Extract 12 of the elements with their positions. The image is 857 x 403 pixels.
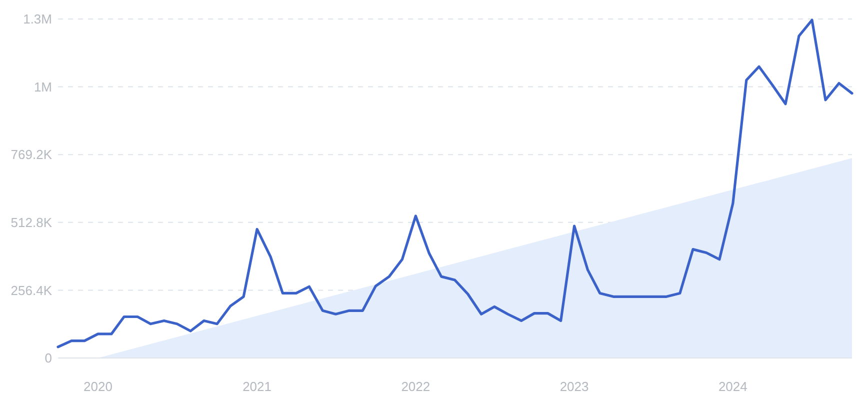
x-tick-label: 2022 xyxy=(401,379,430,394)
line-series xyxy=(56,18,854,348)
x-tick-label: 2023 xyxy=(560,379,589,394)
x-tick-label: 2020 xyxy=(84,379,112,394)
x-tick-label: 2024 xyxy=(718,379,748,394)
y-tick-label: 256.4K xyxy=(10,282,52,298)
y-tick-label: 1.3M xyxy=(23,12,52,27)
y-tick-label: 0 xyxy=(44,350,52,366)
x-tick-label: 2021 xyxy=(242,379,272,394)
y-tick-label: 512.8K xyxy=(10,214,52,230)
y-tick-label: 769.2K xyxy=(10,147,52,162)
y-tick-label: 1M xyxy=(34,79,52,94)
